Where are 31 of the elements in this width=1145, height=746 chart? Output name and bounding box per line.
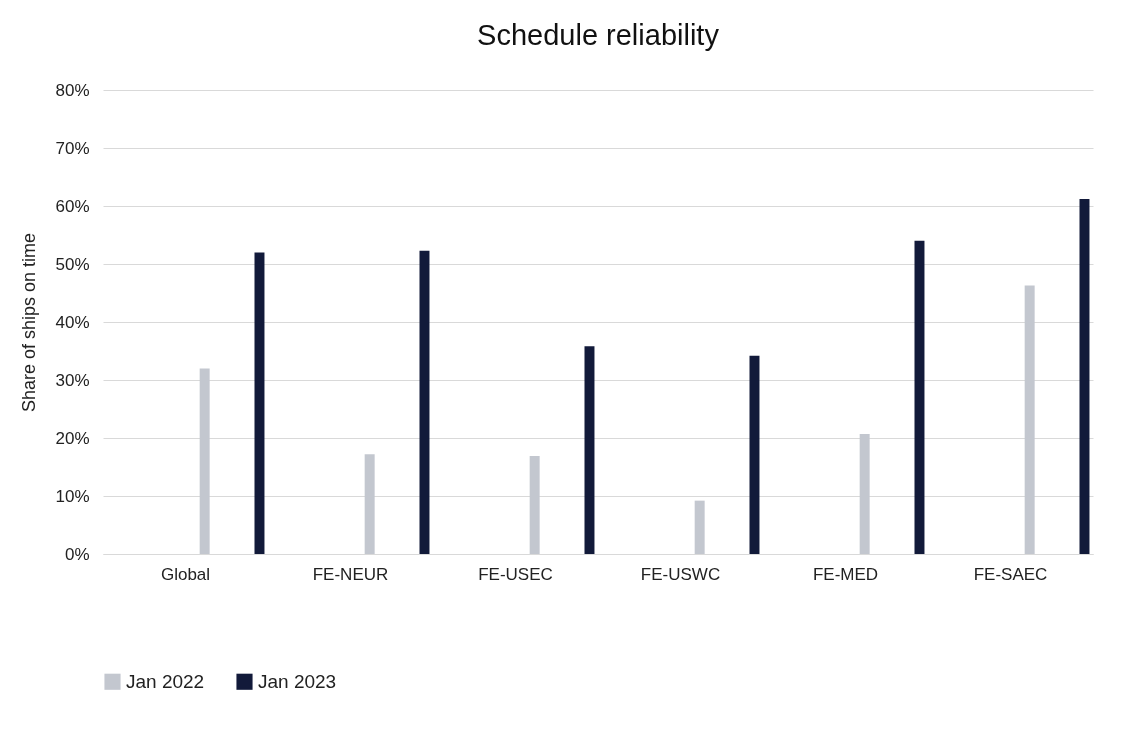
y-tick-label: 20% — [55, 428, 90, 448]
x-tick-label: FE-NEUR — [312, 564, 389, 584]
bar — [694, 500, 705, 554]
bar — [529, 455, 540, 554]
y-tick-label: 10% — [55, 486, 90, 506]
y-tick-label: 0% — [64, 544, 90, 564]
bar — [749, 355, 760, 554]
x-tick-label: FE-USWC — [640, 564, 721, 584]
x-tick-label: Global — [160, 564, 211, 584]
bar — [254, 252, 265, 554]
chart-title: Schedule reliability — [477, 19, 720, 51]
bar — [584, 346, 595, 554]
legend-label: Jan 2023 — [258, 670, 337, 692]
bar — [859, 433, 870, 554]
x-tick-label: FE-MED — [812, 564, 879, 584]
bar — [914, 240, 925, 554]
x-tick-label: FE-SAEC — [973, 564, 1048, 584]
bar — [364, 454, 375, 554]
y-tick-label: 70% — [55, 138, 90, 158]
bar — [1024, 285, 1035, 554]
y-tick-label: 30% — [55, 370, 90, 390]
x-tick-label: FE-USEC — [478, 564, 553, 584]
bar — [199, 368, 210, 554]
y-axis-title: Share of ships on time — [19, 232, 40, 413]
bar — [1079, 199, 1090, 554]
y-tick-label: 50% — [55, 254, 90, 274]
legend-label: Jan 2022 — [126, 670, 205, 692]
y-tick-label: 40% — [55, 312, 90, 332]
y-tick-label: 60% — [55, 196, 90, 216]
y-tick-label: 80% — [55, 80, 90, 100]
bar — [419, 250, 430, 554]
